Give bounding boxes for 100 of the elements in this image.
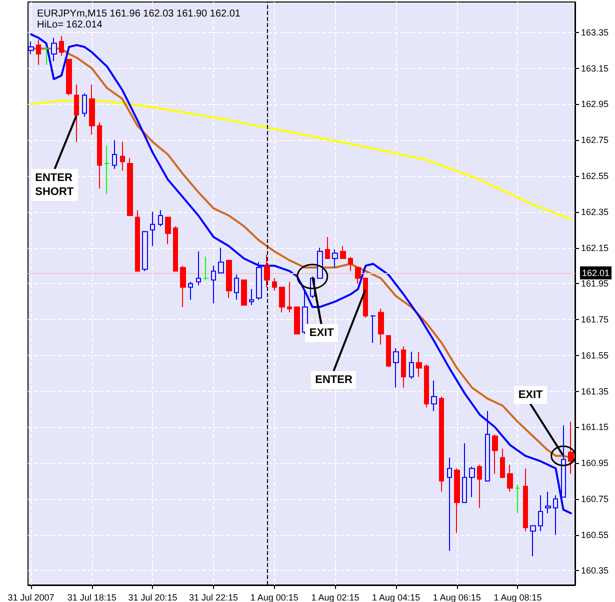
candlestick [485, 410, 490, 482]
candlestick [477, 464, 482, 508]
candlestick [196, 250, 201, 286]
candlestick [355, 266, 361, 284]
candlestick [447, 457, 452, 552]
candlestick [462, 442, 467, 503]
candlestick [104, 145, 110, 194]
candlestick [568, 421, 574, 474]
candlestick [492, 434, 498, 474]
y-tick-label: 162.95 [581, 99, 609, 110]
y-tick-label: 162.15 [581, 242, 609, 253]
y-tick-label: 162.75 [581, 135, 609, 146]
annotation: EXIT [305, 324, 338, 342]
candlestick [553, 494, 558, 536]
candlestick [348, 256, 353, 272]
candlestick [401, 346, 406, 388]
candlestick [89, 84, 95, 136]
candlestick [211, 265, 216, 304]
candlestick [439, 396, 444, 492]
candlestick [127, 158, 133, 216]
candlestick [74, 84, 79, 142]
candlestick [500, 448, 505, 478]
candlestick [234, 274, 239, 300]
candlestick [51, 37, 57, 62]
candlestick [272, 278, 277, 292]
y-tick-label: 161.55 [581, 350, 609, 360]
y-tick-label: 160.55 [581, 530, 609, 540]
candlestick [386, 335, 391, 367]
candlestick [363, 278, 368, 318]
y-tick-label: 162.55 [581, 171, 609, 182]
candlestick [150, 211, 155, 246]
candlestick [59, 36, 64, 56]
candlestick [424, 364, 429, 408]
candlestick [507, 464, 513, 492]
candlestick [545, 491, 551, 514]
candlestick [120, 141, 125, 172]
y-tick-label: 160.75 [581, 494, 609, 504]
x-tick-label: 1 Aug 04:15 [372, 592, 420, 602]
candlestick [332, 249, 338, 268]
line-series [30, 100, 572, 220]
y-tick-label: 161.35 [581, 386, 609, 396]
y-tick-label: 160.35 [581, 566, 609, 576]
candlestick [530, 525, 536, 557]
x-tick-label: 1 Aug 06:15 [432, 592, 481, 602]
candlestick [66, 58, 72, 96]
candlestick [188, 281, 193, 300]
ref-line-label: 162.01 [582, 268, 610, 278]
candlestick [370, 315, 376, 344]
candlestick [279, 286, 285, 313]
candlestick [454, 468, 460, 534]
y-tick-label: 163.15 [581, 63, 609, 74]
candlestick [325, 236, 330, 260]
candlestick [249, 288, 254, 306]
candlestick [416, 351, 422, 378]
candlestick [538, 494, 543, 532]
candlestick [44, 46, 49, 66]
candlestick [431, 380, 437, 412]
candlestick [294, 306, 300, 334]
candlestick [158, 210, 163, 227]
candlestick [340, 245, 346, 260]
text: EURJPYm,M15 161.96 162.03 161.90 162.01 [37, 8, 241, 20]
candlestick [82, 92, 87, 118]
candlestick [378, 308, 384, 346]
y-tick-label: 163.35 [581, 27, 609, 38]
candlestick [165, 216, 171, 245]
candlestick [135, 210, 140, 272]
candlestick [523, 468, 528, 532]
candlestick [36, 39, 41, 66]
annotation: EXIT [514, 386, 547, 404]
y-tick-label: 161.15 [581, 422, 609, 432]
x-tick-label: 1 Aug 08:15 [494, 592, 542, 602]
x-tick-label: 31 Jul 20:15 [128, 592, 178, 602]
x-tick-label: 31 Jul 18:15 [67, 592, 116, 602]
x-tick-label: 1 Aug 00:15 [250, 592, 298, 602]
candlestick [112, 140, 117, 170]
candlestick [561, 424, 566, 498]
candlestick [203, 256, 209, 281]
candlestick [264, 254, 270, 288]
y-tick-label: 160.95 [581, 458, 609, 468]
candlestick [173, 226, 178, 272]
candlestick [241, 280, 247, 306]
x-tick-label: 31 Jul 22:15 [189, 592, 238, 602]
candlestick [256, 262, 262, 300]
candlestick [226, 260, 232, 298]
y-tick-label: 162.35 [581, 206, 609, 217]
candlestick [317, 247, 323, 279]
candlestick [180, 265, 186, 308]
x-tick-label: 1 Aug 02:15 [311, 592, 360, 602]
candlestick [469, 466, 475, 498]
text: HiLo= 162.014 [37, 20, 103, 30]
candlestick [142, 231, 148, 272]
candlestick [218, 247, 224, 274]
candlestick [287, 281, 292, 313]
y-tick-label: 161.75 [581, 314, 609, 325]
annotation: ENTER SHORT [31, 169, 78, 201]
x-tick-label: 31 Jul 2007 [8, 592, 54, 602]
y-tick-label: 161.95 [581, 278, 609, 289]
candlestick [409, 351, 414, 380]
annotation: ENTER [311, 371, 356, 389]
candlestick [515, 484, 520, 514]
